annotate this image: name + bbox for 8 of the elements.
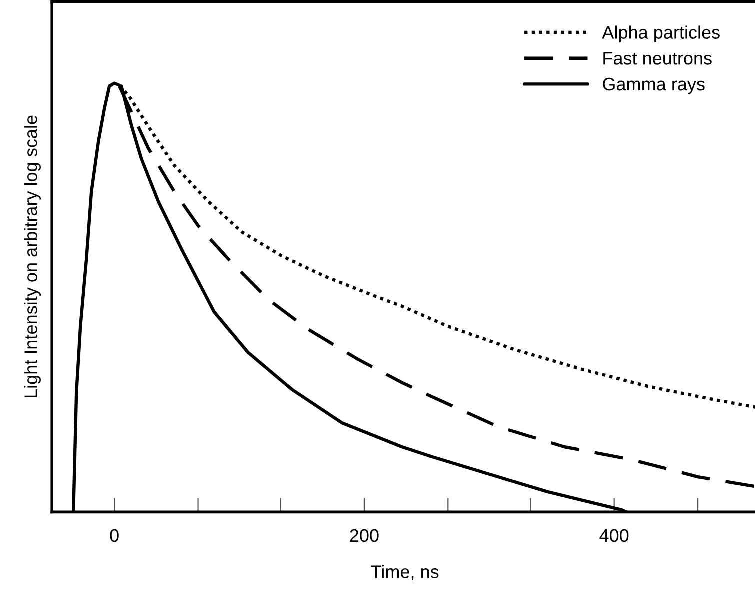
legend-label: Gamma rays — [603, 78, 705, 94]
y-axis-title: Light Intensity on arbitrary log scale — [24, 116, 41, 398]
legend-label: Fast neutrons — [604, 52, 712, 65]
x-tick-label: 400 — [600, 529, 629, 542]
x-tick-label: 200 — [350, 529, 379, 542]
legend-label: Alpha particles — [602, 26, 720, 43]
x-tick-label: 0 — [110, 529, 119, 542]
x-axis-title: Time, ns — [371, 565, 439, 581]
